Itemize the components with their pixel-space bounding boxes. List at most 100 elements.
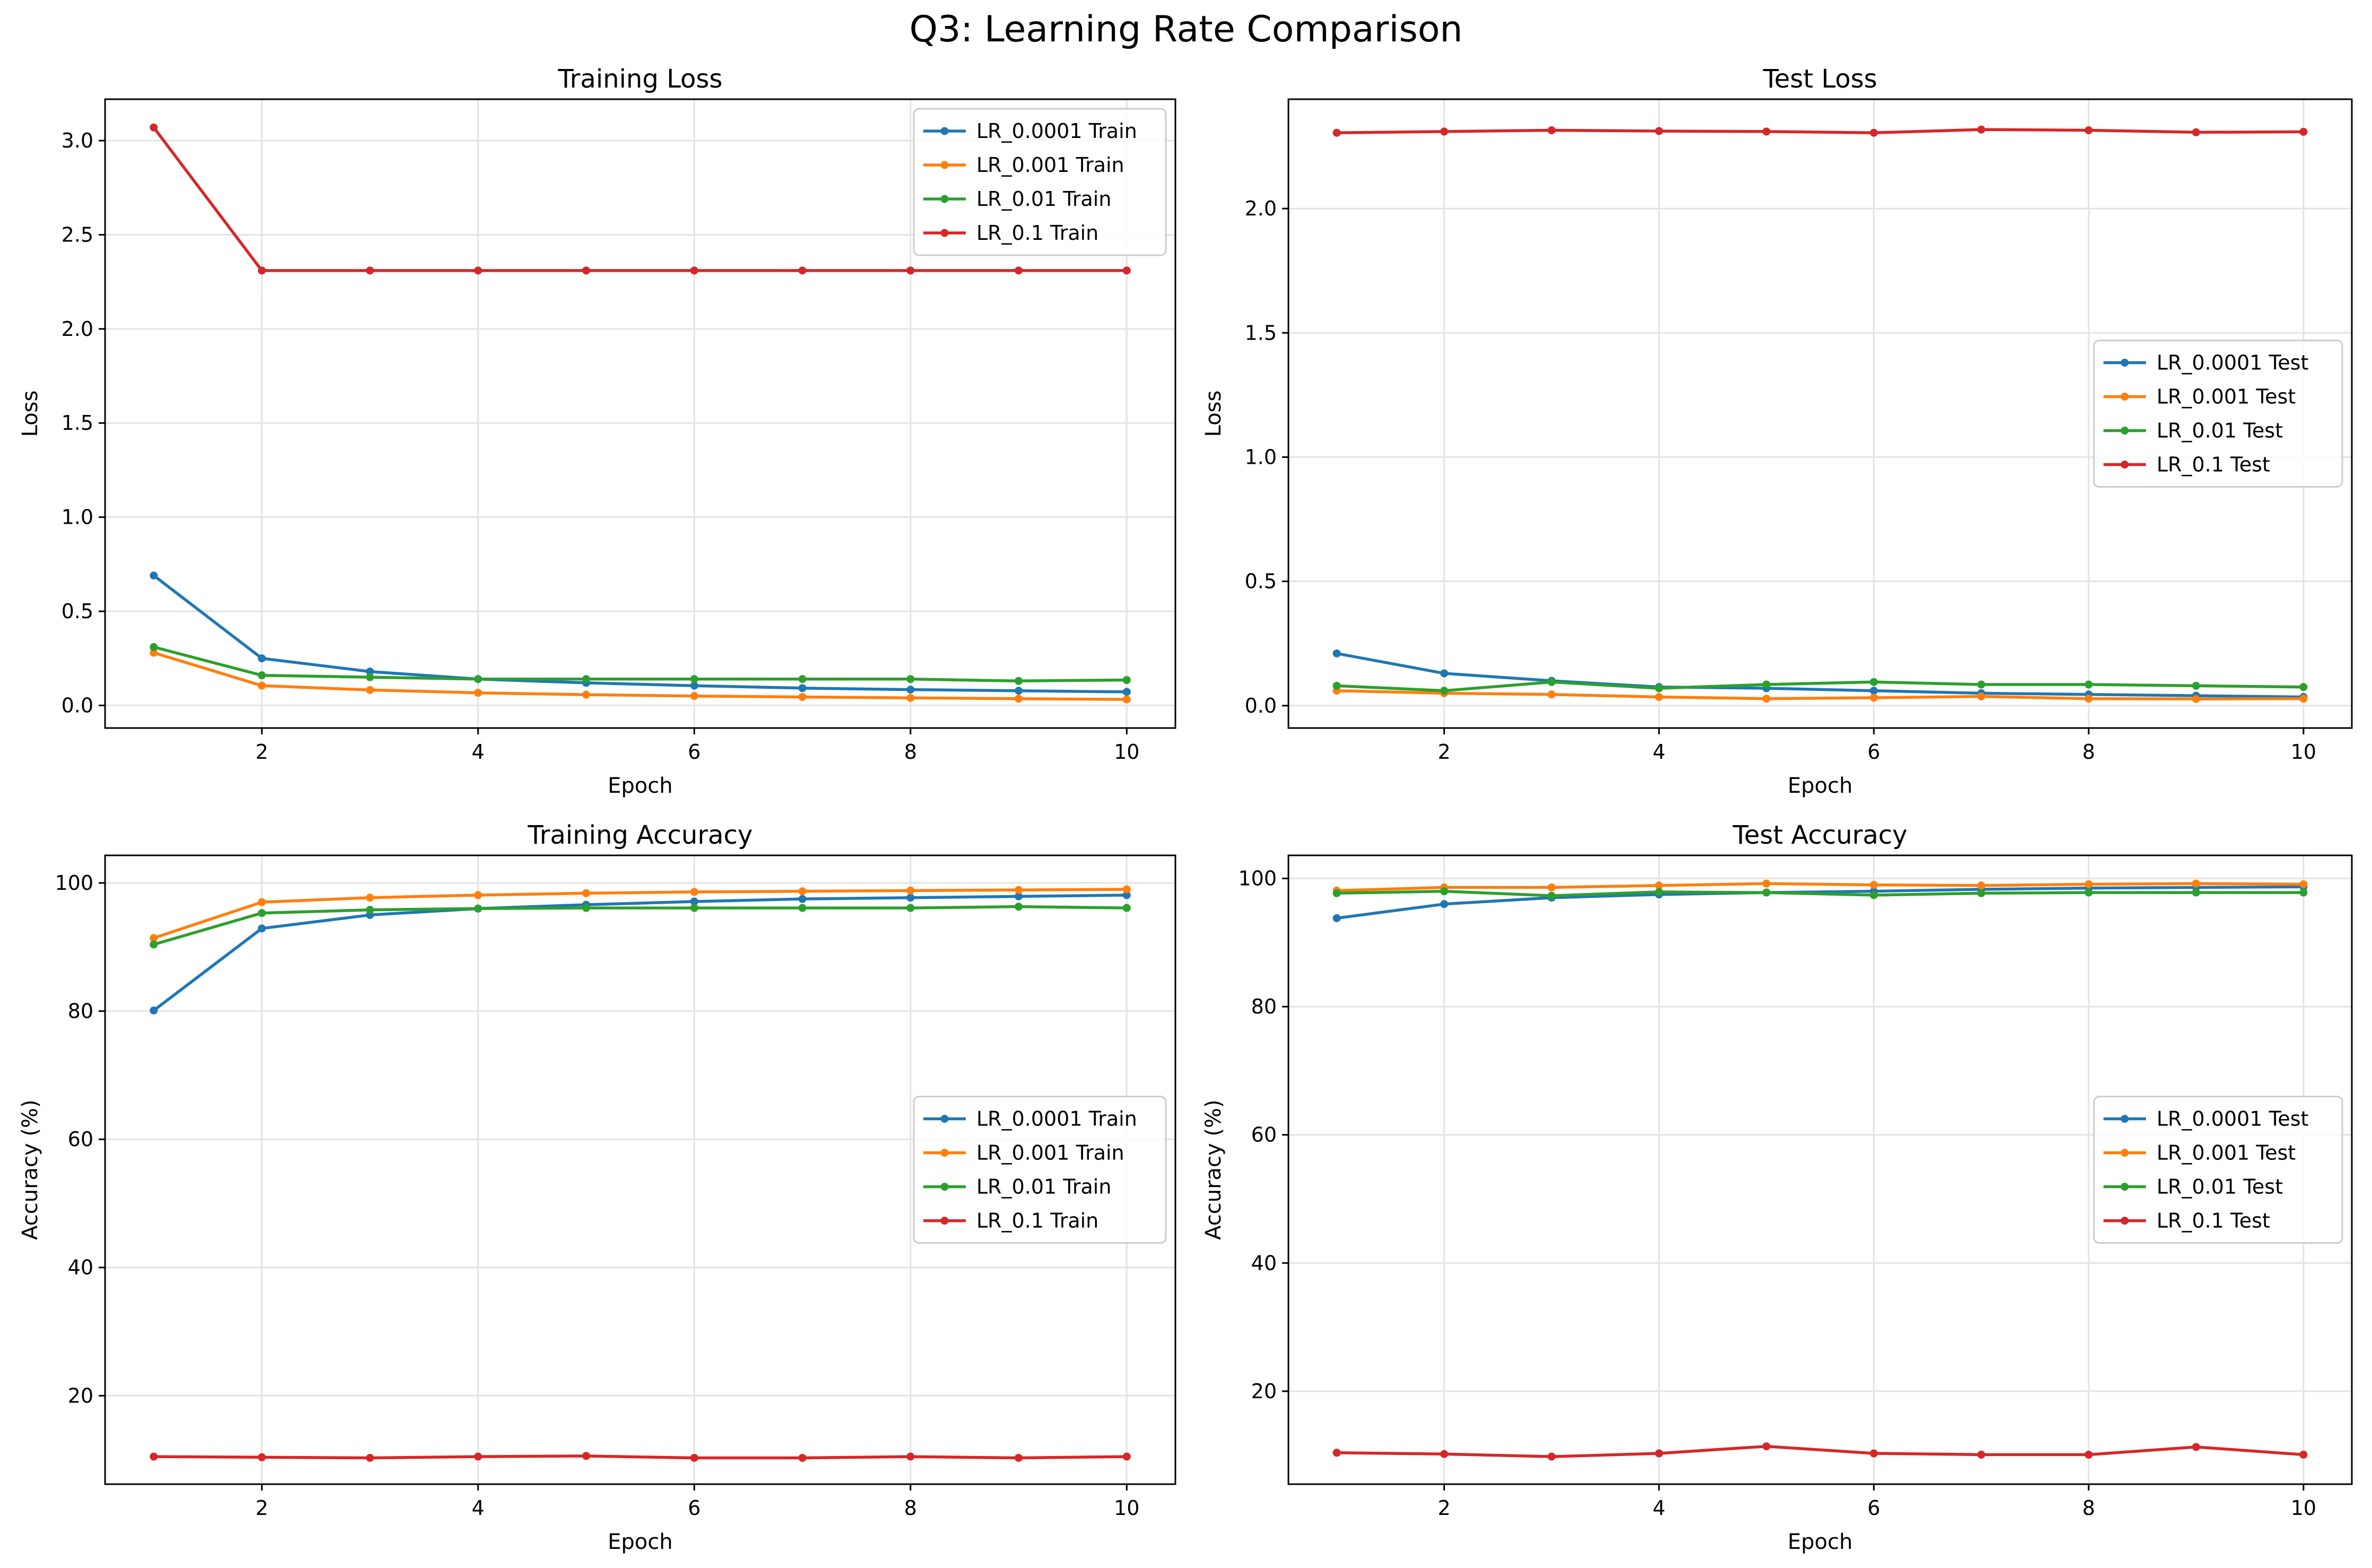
y-tick-label: 2.0 bbox=[1245, 197, 1277, 220]
y-tick-label: 40 bbox=[68, 1256, 93, 1279]
data-point bbox=[582, 266, 591, 275]
data-point bbox=[582, 1452, 591, 1460]
data-point bbox=[1869, 687, 1878, 695]
legend-item: LR_0.1 Train bbox=[923, 221, 1098, 245]
data-point bbox=[1332, 649, 1341, 657]
series-line bbox=[1336, 680, 2304, 692]
y-tick-label: 60 bbox=[1251, 1123, 1277, 1147]
legend-swatch-marker bbox=[940, 195, 949, 203]
data-point bbox=[1655, 888, 1663, 896]
data-point bbox=[150, 1452, 158, 1461]
data-point bbox=[1869, 1449, 1878, 1458]
data-point bbox=[1977, 692, 1986, 701]
data-point bbox=[257, 924, 266, 933]
data-point bbox=[1332, 1449, 1341, 1457]
data-point bbox=[1122, 1452, 1131, 1461]
y-tick-label: 0.0 bbox=[62, 694, 93, 717]
data-point bbox=[798, 266, 807, 275]
x-tick-label: 8 bbox=[2082, 740, 2095, 764]
data-point bbox=[474, 266, 482, 275]
data-point bbox=[906, 894, 915, 902]
series-line bbox=[153, 905, 1127, 946]
series-lr-0-01-test bbox=[1332, 678, 2308, 695]
legend-swatch-marker bbox=[2120, 1149, 2129, 1157]
data-point bbox=[1762, 879, 1771, 888]
data-point bbox=[1440, 1450, 1449, 1458]
data-point bbox=[1332, 914, 1341, 922]
data-point bbox=[474, 689, 482, 697]
data-point bbox=[798, 887, 807, 896]
legend: LR_0.0001 Train LR_0.001 Train LR_0.01 Tra… bbox=[913, 108, 1167, 256]
y-tick-label: 100 bbox=[1238, 867, 1277, 890]
legend-label: LR_0.01 Test bbox=[2157, 1175, 2283, 1199]
y-tick-label: 100 bbox=[55, 871, 93, 895]
x-tick-label: 6 bbox=[688, 1496, 700, 1520]
y-tick-label: 2.5 bbox=[62, 223, 93, 246]
series-lr-0-1-test bbox=[1332, 125, 2308, 137]
data-point bbox=[1762, 1442, 1771, 1451]
data-point bbox=[1015, 903, 1023, 911]
legend-box bbox=[2093, 340, 2343, 488]
legend-swatch-marker bbox=[2120, 427, 2129, 435]
x-tick-label: 4 bbox=[472, 740, 484, 764]
data-point bbox=[2084, 880, 2093, 888]
series-lr-0-01-train bbox=[150, 903, 1131, 949]
x-tick-label: 8 bbox=[2082, 1496, 2095, 1520]
x-axis-label: Epoch bbox=[1788, 1530, 1852, 1554]
data-point bbox=[690, 1453, 698, 1462]
data-point bbox=[2084, 695, 2093, 703]
data-point bbox=[1869, 128, 1878, 137]
legend-label: LR_0.001 Test bbox=[2157, 1141, 2296, 1165]
x-tick-label: 4 bbox=[1652, 740, 1665, 764]
legend-swatch-marker bbox=[940, 1115, 949, 1123]
data-point bbox=[2192, 681, 2200, 690]
y-tick-label: 1.5 bbox=[62, 411, 93, 435]
data-point bbox=[1122, 266, 1131, 275]
legend-item: LR_0.0001 Train bbox=[923, 1107, 1137, 1131]
data-point bbox=[1869, 694, 1878, 702]
series-lr-0-1-train bbox=[150, 123, 1131, 275]
x-tick-label: 10 bbox=[2291, 1496, 2316, 1520]
data-point bbox=[2192, 128, 2200, 136]
legend-swatch-marker bbox=[2120, 1115, 2129, 1123]
x-axis-label: Epoch bbox=[1788, 774, 1852, 798]
y-tick-label: 20 bbox=[68, 1384, 93, 1407]
series-line bbox=[153, 888, 1127, 940]
x-tick-label: 2 bbox=[255, 1496, 268, 1520]
series-line bbox=[1337, 128, 2304, 134]
legend-swatch-marker bbox=[2120, 1183, 2129, 1191]
data-point bbox=[582, 889, 591, 897]
data-point bbox=[2299, 683, 2308, 691]
subplot-1: 2 4 6 8 10 0.0 0.5 1.0 1.5 2.0 2.5 3.0 Training Loss… bbox=[18, 64, 1176, 798]
data-point bbox=[1977, 889, 1986, 897]
x-tick-label: 2 bbox=[255, 740, 268, 764]
data-point bbox=[690, 266, 698, 275]
x-tick-label: 8 bbox=[904, 740, 917, 764]
data-point bbox=[690, 681, 698, 690]
axes-frame bbox=[1287, 854, 2353, 1485]
data-point bbox=[257, 898, 266, 906]
data-point bbox=[690, 888, 698, 896]
data-point bbox=[1122, 891, 1131, 899]
y-tick-label: 1.5 bbox=[1245, 321, 1277, 344]
legend-label: LR_0.1 Train bbox=[976, 221, 1098, 245]
data-point bbox=[1122, 676, 1131, 685]
data-point bbox=[798, 692, 807, 701]
data-point bbox=[798, 904, 807, 912]
legend-swatch-marker bbox=[2120, 1217, 2129, 1225]
y-tick-label: 80 bbox=[1251, 995, 1277, 1018]
data-point bbox=[1122, 885, 1131, 894]
y-axis-label: Accuracy (%) bbox=[18, 1099, 42, 1240]
data-point bbox=[366, 686, 374, 694]
data-point bbox=[2084, 126, 2093, 135]
data-point bbox=[582, 675, 591, 683]
legend-item: LR_0.1 Train bbox=[923, 1209, 1098, 1233]
legend-item: LR_0.0001 Test bbox=[2103, 351, 2308, 375]
x-tick-label: 2 bbox=[1438, 740, 1450, 764]
x-axis-label: Epoch bbox=[608, 1530, 672, 1554]
legend-item: LR_0.0001 Test bbox=[2103, 1107, 2308, 1131]
data-point bbox=[906, 1452, 915, 1461]
data-point bbox=[690, 897, 698, 906]
data-point bbox=[257, 909, 266, 917]
data-point bbox=[582, 690, 591, 699]
